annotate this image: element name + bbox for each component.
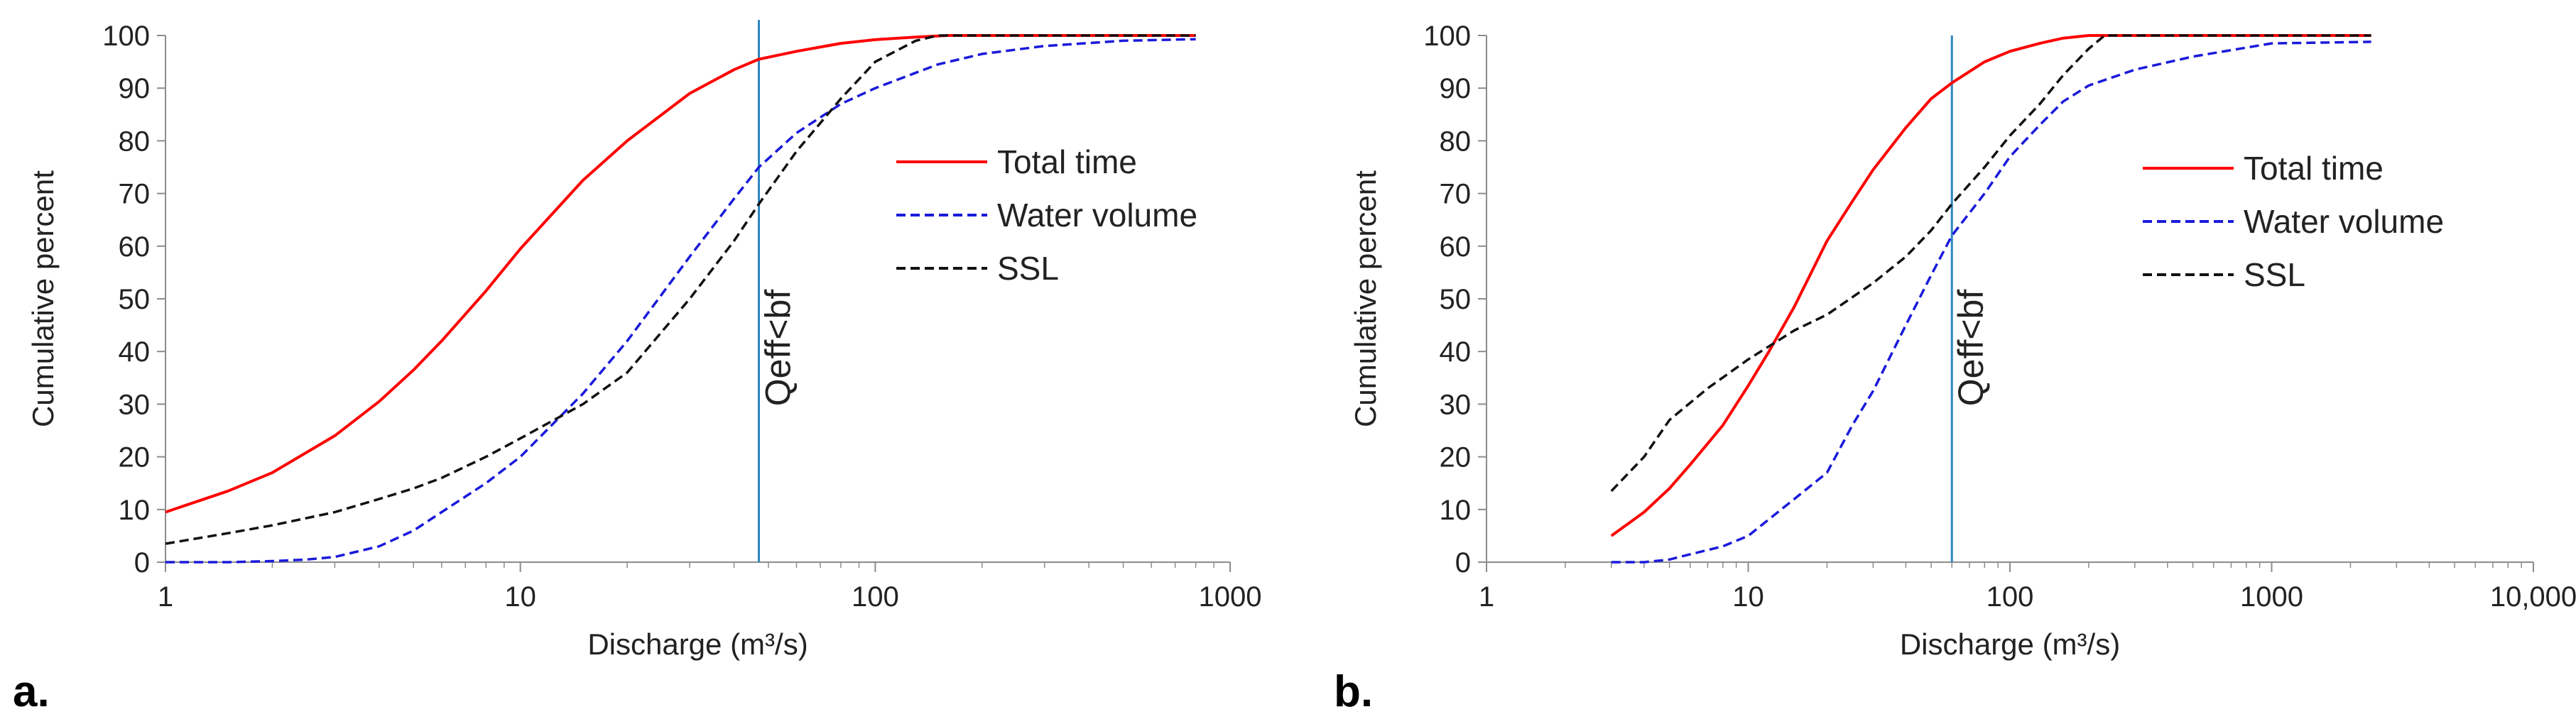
legend-label: Water volume — [2244, 203, 2444, 240]
y-tick-label: 70 — [1440, 179, 1472, 210]
x-axis-title: Discharge (m³/s) — [587, 627, 808, 661]
x-tick-label: 1 — [158, 581, 173, 613]
series-line-ssl — [165, 34, 1196, 545]
x-tick-label: 10,000 — [2490, 581, 2576, 613]
legend-label: SSL — [2244, 256, 2305, 293]
y-tick-label: 80 — [119, 126, 151, 157]
x-tick-label: 1000 — [2240, 581, 2303, 613]
series-line-water-volume — [165, 38, 1196, 564]
y-tick-label: 0 — [1455, 547, 1471, 578]
legend-label: Water volume — [997, 197, 1197, 234]
qeff-annotation: Qeff<bf — [758, 290, 798, 407]
x-tick-label: 10 — [1732, 581, 1764, 613]
y-tick-label: 80 — [1440, 126, 1472, 157]
legend-label: SSL — [997, 250, 1059, 287]
y-tick-label: 60 — [119, 231, 151, 263]
y-tick-label: 50 — [119, 284, 151, 315]
y-axis-title: Cumulative percent — [1349, 170, 1382, 427]
y-tick-label: 100 — [1423, 21, 1471, 52]
series-line-ssl — [1610, 34, 2371, 493]
x-axis-title: Discharge (m³/s) — [1900, 627, 2120, 661]
x-tick-label: 1 — [1479, 581, 1494, 613]
x-tick-label: 100 — [1987, 581, 2034, 613]
panel-label: a. — [13, 667, 50, 716]
y-tick-label: 0 — [134, 547, 150, 578]
y-tick-label: 10 — [119, 495, 151, 526]
x-tick-label: 10 — [504, 581, 536, 613]
y-tick-label: 20 — [119, 442, 151, 473]
y-tick-label: 10 — [1440, 495, 1472, 526]
x-tick-label: 1000 — [1199, 581, 1262, 613]
y-tick-label: 70 — [119, 179, 151, 210]
y-tick-label: 60 — [1440, 231, 1472, 263]
x-tick-label: 100 — [852, 581, 899, 613]
series-line-total-time — [1610, 34, 2371, 537]
legend-label: Total time — [2244, 150, 2384, 187]
y-axis-title: Cumulative percent — [26, 170, 60, 427]
series-line-water-volume — [1611, 40, 2371, 564]
y-tick-label: 90 — [1440, 73, 1472, 104]
y-tick-label: 90 — [119, 73, 151, 104]
y-tick-label: 40 — [1440, 336, 1472, 368]
qeff-annotation: Qeff<bf — [1951, 290, 1991, 407]
y-tick-label: 20 — [1440, 442, 1472, 473]
y-tick-label: 50 — [1440, 284, 1472, 315]
y-tick-label: 100 — [102, 21, 150, 52]
y-tick-label: 40 — [119, 336, 151, 368]
y-tick-label: 30 — [1440, 389, 1472, 420]
y-tick-label: 30 — [119, 389, 151, 420]
panel-label: b. — [1334, 667, 1373, 716]
legend-label: Total time — [997, 143, 1137, 180]
